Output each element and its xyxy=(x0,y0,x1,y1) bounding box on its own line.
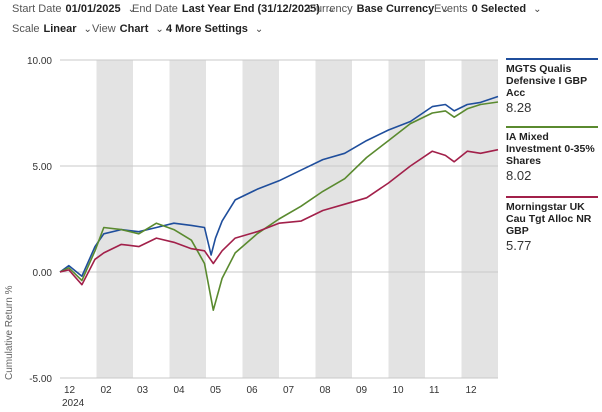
more-settings-label: 4 More Settings xyxy=(166,23,248,35)
legend-series-name: Morningstar UK Cau Tgt Alloc NR GBP xyxy=(506,201,592,237)
chevron-down-icon: ⌄ xyxy=(127,3,136,15)
chevron-down-icon: ⌄ xyxy=(326,3,336,15)
month-band xyxy=(388,60,425,378)
legend-item-ia-mixed: IA Mixed Investment 0-35% Shares 8.02 xyxy=(506,126,600,183)
month-bands xyxy=(96,60,498,378)
x-tick-label: 07 xyxy=(283,385,295,396)
x-axis-ticks: 12 02 03 04 05 06 07 08 09 10 11 12 2024 xyxy=(62,385,477,409)
more-settings-button[interactable]: 4 More Settings ⌄ xyxy=(166,23,263,35)
gridlines xyxy=(60,59,498,379)
x-tick-label: 03 xyxy=(137,385,149,396)
end-date-label: End Date xyxy=(132,3,178,15)
legend-series-value: 8.02 xyxy=(506,168,532,183)
view-selector[interactable]: View Chart ⌄ xyxy=(92,23,164,35)
legend-series-name: MGTS Qualis Defensive I GBP Acc xyxy=(506,63,587,99)
x-tick-label: 10 xyxy=(393,385,405,396)
month-band xyxy=(315,60,352,378)
scale-value: Linear xyxy=(43,23,77,35)
y-tick-label: 5.00 xyxy=(33,162,53,173)
y-tick-label: 10.00 xyxy=(27,56,52,67)
x-tick-label: 09 xyxy=(356,385,368,396)
series-line-0 xyxy=(59,95,499,277)
legend-swatch xyxy=(506,58,598,60)
chevron-down-icon: ⌄ xyxy=(83,23,92,35)
currency-label: Currency xyxy=(308,3,353,15)
start-date-value: 01/01/2025 xyxy=(65,3,121,15)
series-line-2 xyxy=(59,148,499,286)
chevron-down-icon: ⌄ xyxy=(441,3,450,15)
events-label: Events xyxy=(434,3,468,15)
legend-series-value: 5.77 xyxy=(506,238,532,253)
chart-settings-toolbar: Start Date 01/01/2025 ⌄ End Date Last Ye… xyxy=(0,0,602,44)
x-tick-label: 11 xyxy=(429,385,440,396)
view-label: View xyxy=(92,23,116,35)
x-year-label: 2024 xyxy=(62,398,85,409)
events-selector[interactable]: Events 0 Selected ⌄ xyxy=(434,3,541,15)
events-value: 0 Selected xyxy=(471,3,527,15)
y-tick-label: -5.00 xyxy=(29,374,52,385)
legend-swatch xyxy=(506,196,598,198)
x-tick-label: 02 xyxy=(101,385,113,396)
performance-chart: 10.005.000.00-5.00 12 02 03 04 05 06 07 08 09 10 1… xyxy=(27,56,499,409)
x-tick-label: 05 xyxy=(210,385,222,396)
x-tick-label: 04 xyxy=(174,385,186,396)
currency-selector[interactable]: Currency Base Currency ⌄ xyxy=(308,3,450,15)
end-date-selector[interactable]: End Date Last Year End (31/12/2025) ⌄ xyxy=(132,3,335,15)
start-date-selector[interactable]: Start Date 01/01/2025 ⌄ xyxy=(12,3,136,15)
legend-series-value: 8.28 xyxy=(506,100,532,115)
legend-series-name: IA Mixed Investment 0-35% Shares xyxy=(506,131,595,167)
chevron-down-icon: ⌄ xyxy=(155,23,164,35)
month-band xyxy=(96,60,133,378)
start-date-label: Start Date xyxy=(12,3,62,15)
series-lines xyxy=(59,95,499,312)
x-tick-label: 12 xyxy=(466,385,478,396)
series-line-1 xyxy=(59,101,499,312)
legend-item-morningstar: Morningstar UK Cau Tgt Alloc NR GBP 5.77 xyxy=(506,196,600,253)
scale-label: Scale xyxy=(12,23,40,35)
month-band xyxy=(242,60,279,378)
legend-item-mgts: MGTS Qualis Defensive I GBP Acc 8.28 xyxy=(506,58,600,115)
chevron-down-icon: ⌄ xyxy=(533,3,542,15)
y-axis-label: Cumulative Return % xyxy=(4,285,15,380)
end-date-value: Last Year End (31/12/2025) xyxy=(181,3,320,15)
x-tick-label: 08 xyxy=(320,385,332,396)
x-tick-label: 12 xyxy=(64,385,76,396)
month-band xyxy=(169,60,206,378)
y-tick-label: 0.00 xyxy=(33,268,53,279)
chevron-down-icon: ⌄ xyxy=(254,23,264,35)
scale-selector[interactable]: Scale Linear ⌄ xyxy=(12,23,92,35)
currency-value: Base Currency xyxy=(356,3,435,15)
month-band xyxy=(461,60,498,378)
x-tick-label: 06 xyxy=(247,385,259,396)
view-value: Chart xyxy=(119,23,149,35)
y-axis-ticks: 10.00 5.00 0.00 -5.00 xyxy=(27,56,52,385)
legend-swatch xyxy=(506,126,598,128)
